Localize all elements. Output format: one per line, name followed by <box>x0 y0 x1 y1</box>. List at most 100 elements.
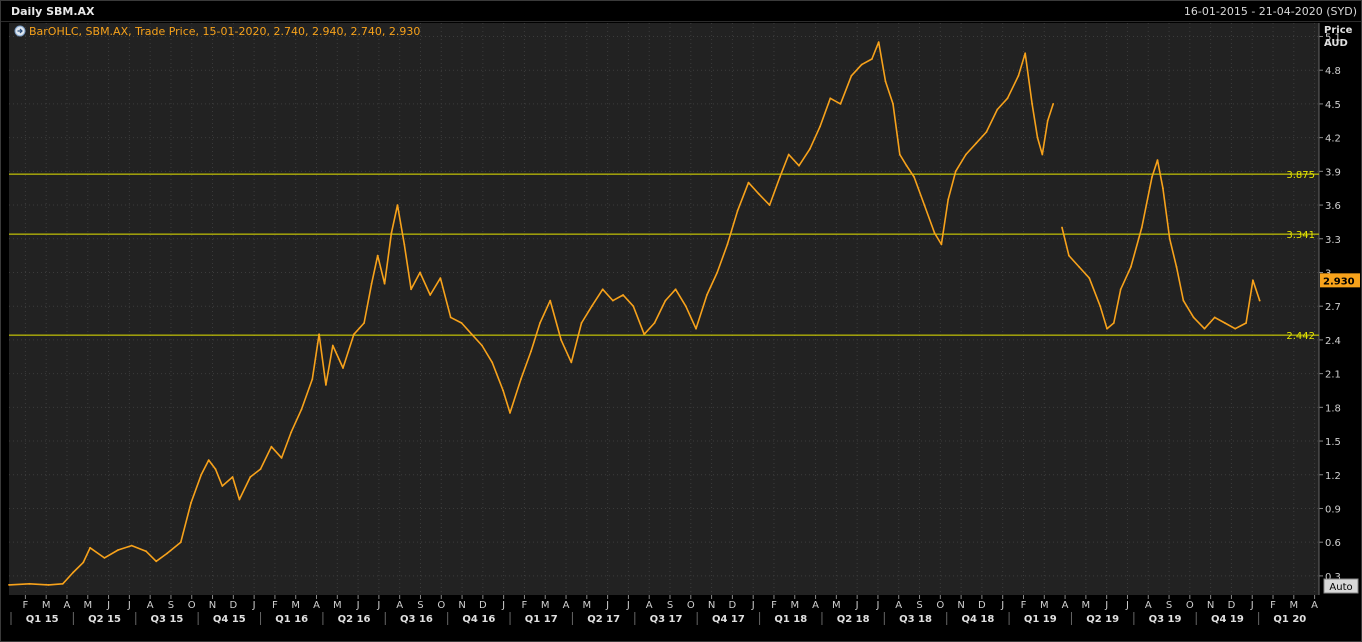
price-point <box>370 282 373 285</box>
price-point <box>940 243 943 246</box>
price-point <box>898 153 901 156</box>
price-point <box>280 457 283 459</box>
quarter-label: Q1 18 <box>774 614 807 625</box>
plot-area <box>9 23 1319 595</box>
price-point <box>190 502 192 504</box>
month-label: A <box>646 600 653 611</box>
price-point <box>1106 327 1108 330</box>
price-point <box>933 232 936 235</box>
month-label: O <box>437 600 445 611</box>
price-point <box>1140 226 1143 229</box>
y-tick-label: 0.3 <box>1325 572 1341 583</box>
price-point <box>1046 119 1049 122</box>
chart-title: Daily SBM.AX <box>11 5 95 18</box>
quarter-label: Q2 17 <box>587 614 620 625</box>
quarter-label: Q2 16 <box>338 614 371 625</box>
price-point <box>117 549 119 551</box>
price-point <box>1162 187 1164 190</box>
month-label: J <box>252 600 256 611</box>
y-tick-label: 4.8 <box>1325 66 1341 77</box>
quarter-label: Q1 20 <box>1273 614 1306 625</box>
price-point <box>72 571 74 574</box>
price-point <box>747 181 750 184</box>
y-tick-label: 4.5 <box>1325 100 1341 111</box>
price-point <box>1112 322 1115 324</box>
price-point <box>1099 305 1102 308</box>
price-point <box>8 584 10 586</box>
price-point <box>155 560 158 563</box>
month-label: D <box>229 600 237 611</box>
price-point <box>947 198 950 201</box>
price-point <box>200 473 203 476</box>
quarter-label: Q4 17 <box>712 614 745 625</box>
y-tick-label: 2.1 <box>1325 370 1341 381</box>
price-point <box>892 103 894 105</box>
month-label: M <box>583 600 592 611</box>
quarter-label: Q2 18 <box>837 614 870 625</box>
quarter-label: Q2 15 <box>88 614 121 625</box>
price-point <box>353 333 355 336</box>
price-point <box>664 299 667 302</box>
month-label: J <box>875 600 879 611</box>
month-label: N <box>708 600 715 611</box>
quarter-label: Q3 16 <box>400 614 433 625</box>
price-point <box>985 131 988 133</box>
price-point <box>1061 226 1063 229</box>
price-point <box>221 485 224 487</box>
price-point <box>965 153 967 156</box>
price-point <box>975 142 978 145</box>
month-label: J <box>1125 600 1129 611</box>
month-label: J <box>356 600 360 611</box>
price-point <box>249 476 252 478</box>
price-point <box>622 294 624 296</box>
month-label: J <box>751 600 755 611</box>
month-label: S <box>417 600 423 611</box>
y-tick-label: 3.3 <box>1325 235 1341 246</box>
price-point <box>390 232 393 235</box>
price-point <box>47 584 50 586</box>
price-point <box>103 557 106 559</box>
month-label: A <box>1311 600 1318 611</box>
quarter-label: Q3 18 <box>899 614 932 625</box>
price-series-line <box>1061 159 1261 330</box>
price-point <box>1078 266 1080 268</box>
month-label: S <box>168 600 174 611</box>
month-label: A <box>563 600 570 611</box>
price-point <box>520 378 522 381</box>
quarter-label: Q1 16 <box>275 614 308 625</box>
price-point <box>449 316 452 319</box>
price-point <box>954 170 957 173</box>
price-point <box>1151 176 1153 178</box>
price-point <box>877 41 880 43</box>
quarter-label: Q1 15 <box>26 614 59 625</box>
month-label: J <box>1104 600 1108 611</box>
price-point <box>1168 237 1171 240</box>
month-label: J <box>106 600 110 611</box>
price-point <box>612 299 614 302</box>
price-point <box>539 322 541 324</box>
auto-scale-button[interactable] <box>1323 578 1359 594</box>
month-label: M <box>832 600 841 611</box>
month-label: A <box>147 600 154 611</box>
price-point <box>905 164 908 167</box>
month-label: S <box>667 600 673 611</box>
price-point <box>1006 97 1009 100</box>
month-label: N <box>1207 600 1214 611</box>
month-label: J <box>1000 600 1004 611</box>
price-point <box>798 164 800 167</box>
month-label: A <box>313 600 320 611</box>
month-label: F <box>272 600 278 611</box>
price-point <box>695 327 697 330</box>
y-tick-label: 3.9 <box>1325 167 1341 178</box>
y-tick-label: 5.1 <box>1325 32 1341 43</box>
month-label: M <box>83 600 92 611</box>
month-label: D <box>978 600 986 611</box>
quarter-label: Q2 19 <box>1086 614 1119 625</box>
month-label: J <box>855 600 859 611</box>
y-tick-label: 3.6 <box>1325 201 1341 212</box>
quarter-label: Q1 17 <box>525 614 558 625</box>
price-point <box>1024 52 1027 55</box>
price-point <box>1234 327 1237 330</box>
month-label: M <box>42 600 51 611</box>
